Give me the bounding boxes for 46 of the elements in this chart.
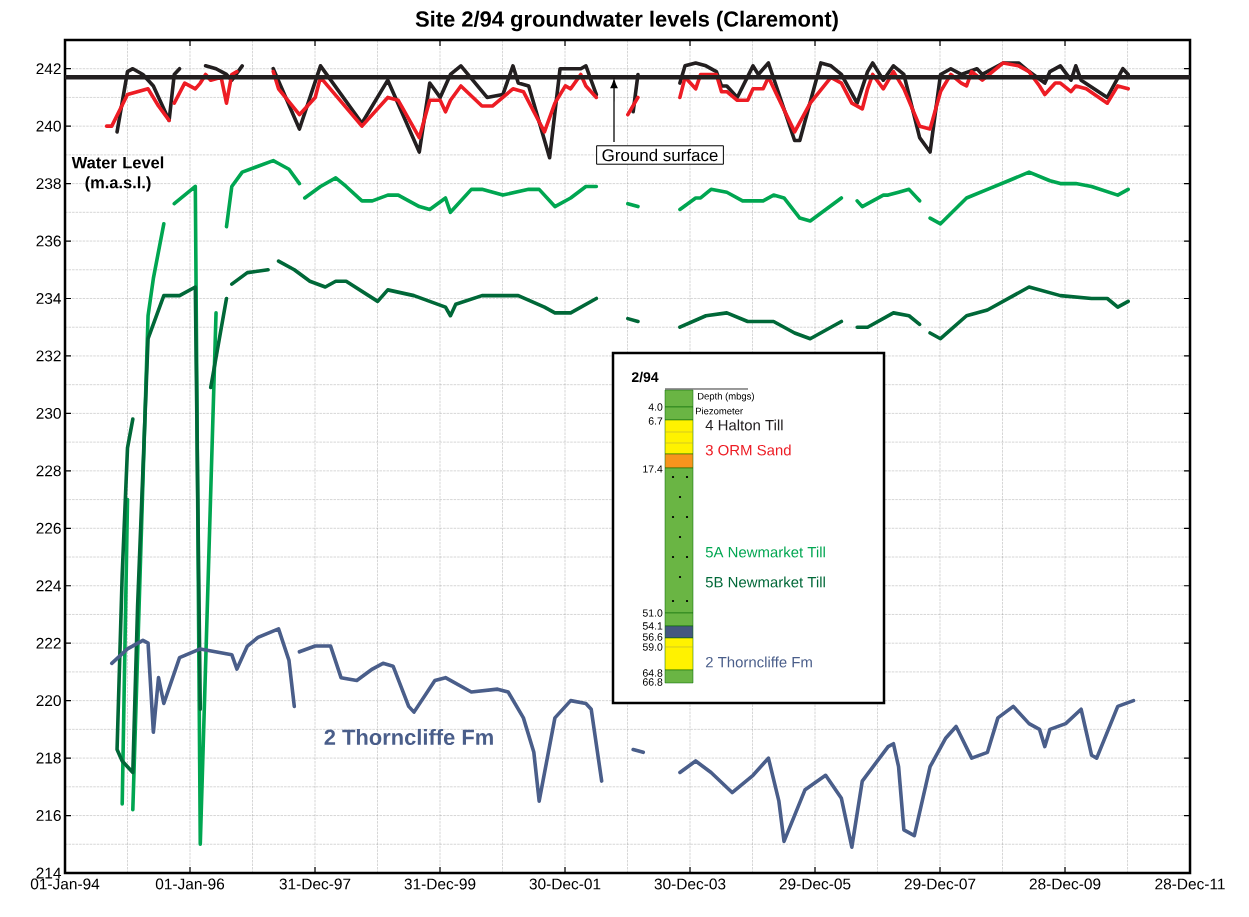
annotation: Depth (mbgs) <box>697 392 754 402</box>
y-tick-label: 216 <box>36 810 61 822</box>
y-tick-label: 214 <box>36 867 62 879</box>
y-tick-label: 222 <box>36 637 61 649</box>
y-tick-label: 218 <box>36 752 61 764</box>
y-tick-label: 232 <box>36 350 61 362</box>
y-tick-label: 228 <box>36 465 61 477</box>
annotation: 66.8 <box>642 678 663 686</box>
annotation: Piezometer <box>695 407 743 415</box>
annotation: 59.0 <box>642 643 663 651</box>
ref-line-label: Ground surface <box>602 148 718 162</box>
x-tick-label: 28-Dec-09 <box>1029 878 1101 890</box>
y-tick-label: 220 <box>36 695 61 707</box>
annotation: 54.1 <box>642 622 663 630</box>
x-tick-label: 29-Dec-05 <box>779 878 851 890</box>
y-tick-label: 230 <box>36 407 61 419</box>
annotation: 2/94 <box>631 371 659 383</box>
y-axis-title: Water Level (m.a.s.l.) <box>71 156 164 192</box>
x-tick-label: 31-Dec-99 <box>404 878 476 890</box>
y-tick-label: 226 <box>36 522 61 534</box>
y-tick-label: 236 <box>36 235 61 247</box>
x-tick-label: 29-Dec-07 <box>904 878 976 890</box>
text: 5A Newmarket Till <box>705 546 825 558</box>
text: 3 ORM Sand <box>705 444 791 456</box>
annotation: 56.6 <box>642 633 663 641</box>
y-tick-label: 238 <box>36 178 61 190</box>
annotation: 17.4 <box>643 465 663 473</box>
text: 4 Halton Till <box>705 419 783 431</box>
annotation: 2 Thorncliffe Fm <box>324 728 493 746</box>
x-tick-label: 01-Jan-96 <box>155 878 225 890</box>
y-tick-label: 234 <box>36 293 62 304</box>
annotation: 64.8 <box>642 669 663 677</box>
y-tick-label: 240 <box>36 120 61 132</box>
text: 2 Thorncliffe Fm <box>705 656 812 668</box>
x-tick-label: 31-Dec-97 <box>279 878 351 890</box>
chart-title: Site 2/94 groundwater levels (Claremont) <box>415 10 838 32</box>
x-tick-label: 01-Jan-94 <box>30 878 100 890</box>
annotation: 6.7 <box>648 417 663 425</box>
x-tick-label: 28-Dec-11 <box>1155 878 1225 890</box>
x-tick-label: 30-Dec-01 <box>529 878 601 890</box>
y-tick-label: 224 <box>36 580 62 592</box>
y-tick-label: 242 <box>36 63 61 75</box>
text: 5B Newmarket Till <box>705 576 825 588</box>
x-tick-label: 30-Dec-03 <box>654 878 726 890</box>
annotation: 4.0 <box>648 403 663 411</box>
annotation: 51.0 <box>642 609 663 617</box>
